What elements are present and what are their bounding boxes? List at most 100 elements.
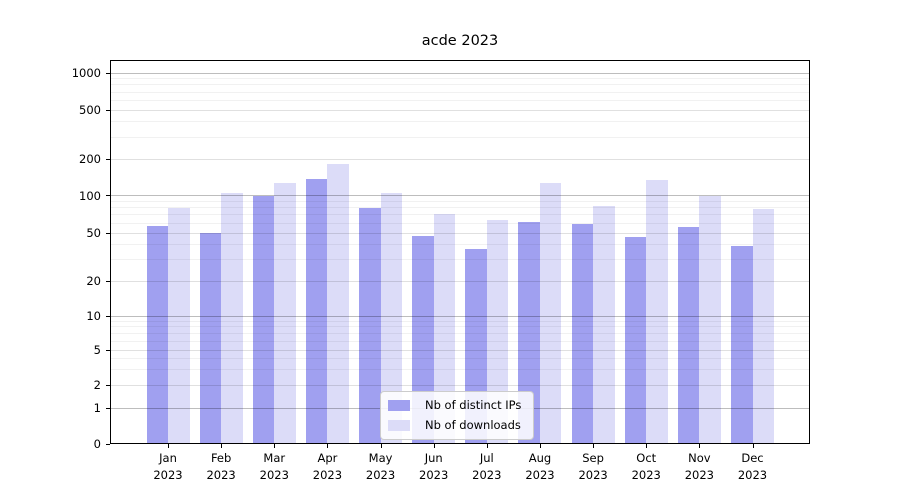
legend: Nb of distinct IPs Nb of downloads xyxy=(380,391,535,440)
gridline-minor xyxy=(110,332,810,334)
gridline-minor xyxy=(110,369,810,370)
x-tick-mark xyxy=(274,444,276,448)
gridline-minor xyxy=(110,244,810,246)
y-tick-label: 5 xyxy=(93,343,101,357)
x-tick-label: Apr 2023 xyxy=(312,451,343,482)
gridline-minor xyxy=(110,207,810,209)
y-tick-mark xyxy=(106,158,110,160)
gridline-minor xyxy=(110,121,810,123)
gridlines-layer xyxy=(110,60,810,444)
y-tick-mark xyxy=(106,349,110,351)
bar-downloads xyxy=(539,183,562,444)
x-tick-label: May 2023 xyxy=(365,451,396,482)
gridline-minor xyxy=(110,222,810,224)
bar-downloads xyxy=(433,214,456,444)
x-tick-mark xyxy=(168,444,169,448)
gridline-minor xyxy=(110,326,810,328)
x-tick-mark xyxy=(593,444,595,448)
x-tick-mark xyxy=(646,444,648,448)
bar-distinct-ips xyxy=(731,246,753,444)
bar-distinct-ips xyxy=(252,196,275,444)
bar-distinct-ips xyxy=(518,222,540,444)
gridline-minor xyxy=(110,200,810,202)
y-tick-mark xyxy=(106,443,110,445)
y-tick-label: 0 xyxy=(93,437,101,451)
x-tick-label: Sep 2023 xyxy=(578,451,608,482)
x-tick-label: Jul 2023 xyxy=(472,451,502,482)
y-tick-label: 2 xyxy=(93,378,101,392)
x-tick-label: Dec 2023 xyxy=(737,451,768,482)
x-tick-mark xyxy=(486,444,488,448)
y-tick-label: 10 xyxy=(86,309,101,323)
bar-downloads xyxy=(752,208,774,444)
gridline xyxy=(110,158,810,160)
x-tick-label: Jun 2023 xyxy=(419,451,449,482)
y-tick-label: 100 xyxy=(79,188,101,203)
legend-row-distinct-ips: Nb of distinct IPs xyxy=(388,397,521,413)
bar-distinct-ips xyxy=(677,226,700,444)
gridline xyxy=(110,195,810,196)
gridline-minor xyxy=(110,78,810,80)
y-tick-mark xyxy=(106,232,110,234)
bars-layer xyxy=(110,60,810,444)
bar-downloads xyxy=(327,163,349,444)
x-tick-mark xyxy=(380,444,382,448)
gridline-minor xyxy=(110,84,810,86)
bar-distinct-ips xyxy=(146,225,168,444)
plot-area: Nb of distinct IPs Nb of downloads xyxy=(110,60,810,444)
gridline xyxy=(110,109,810,111)
y-tick-label: 200 xyxy=(79,152,101,166)
x-tick-label: Aug 2023 xyxy=(525,451,555,482)
gridline-minor xyxy=(110,320,810,322)
bar-distinct-ips xyxy=(571,224,594,444)
x-tick-label: Jan 2023 xyxy=(153,451,183,482)
bar-downloads xyxy=(593,206,615,444)
y-tick-mark xyxy=(106,384,110,386)
legend-label-distinct-ips: Nb of distinct IPs xyxy=(425,398,522,412)
gridline-minor xyxy=(110,91,810,93)
bar-distinct-ips xyxy=(359,207,381,444)
y-tick-label: 50 xyxy=(86,226,101,240)
x-tick-mark xyxy=(433,444,435,448)
gridline-minor xyxy=(110,358,810,360)
y-tick-mark xyxy=(106,72,110,74)
y-tick-mark xyxy=(106,315,110,317)
bar-downloads xyxy=(221,193,243,444)
legend-swatch-distinct-ips-icon xyxy=(388,399,410,411)
gridline xyxy=(110,349,810,351)
bar-downloads xyxy=(168,207,190,444)
y-tick-mark xyxy=(106,109,110,111)
x-tick-mark xyxy=(539,444,541,448)
gridline-minor xyxy=(110,259,810,261)
y-tick-label: 500 xyxy=(79,103,101,117)
legend-swatch-downloads-icon xyxy=(388,419,410,431)
gridline-minor xyxy=(110,340,810,342)
gridline xyxy=(110,280,810,282)
y-tick-mark xyxy=(106,407,110,409)
gridline xyxy=(110,72,810,74)
x-tick-mark xyxy=(221,444,223,448)
gridline xyxy=(110,315,810,317)
legend-label-downloads: Nb of downloads xyxy=(425,418,521,432)
x-tick-mark xyxy=(327,444,329,448)
bar-distinct-ips xyxy=(199,233,222,444)
bar-downloads xyxy=(699,195,721,444)
bar-distinct-ips xyxy=(624,237,647,444)
bar-downloads xyxy=(274,183,296,444)
x-tick-label: Nov 2023 xyxy=(684,451,714,482)
y-tick-label: 1000 xyxy=(71,66,101,80)
y-tick-mark xyxy=(106,195,110,196)
x-tick-label: Oct 2023 xyxy=(631,451,661,482)
x-tick-mark xyxy=(752,444,754,448)
legend-row-downloads: Nb of downloads xyxy=(388,417,521,433)
y-tick-label: 1 xyxy=(93,401,101,415)
gridline-minor xyxy=(110,214,810,216)
gridline xyxy=(110,384,810,386)
bar-distinct-ips xyxy=(305,178,328,444)
bar-downloads xyxy=(646,180,668,444)
x-tick-label: Feb 2023 xyxy=(206,451,236,482)
gridline-minor xyxy=(110,99,810,101)
chart-title: acde 2023 xyxy=(421,33,499,49)
x-tick-mark xyxy=(699,444,701,448)
